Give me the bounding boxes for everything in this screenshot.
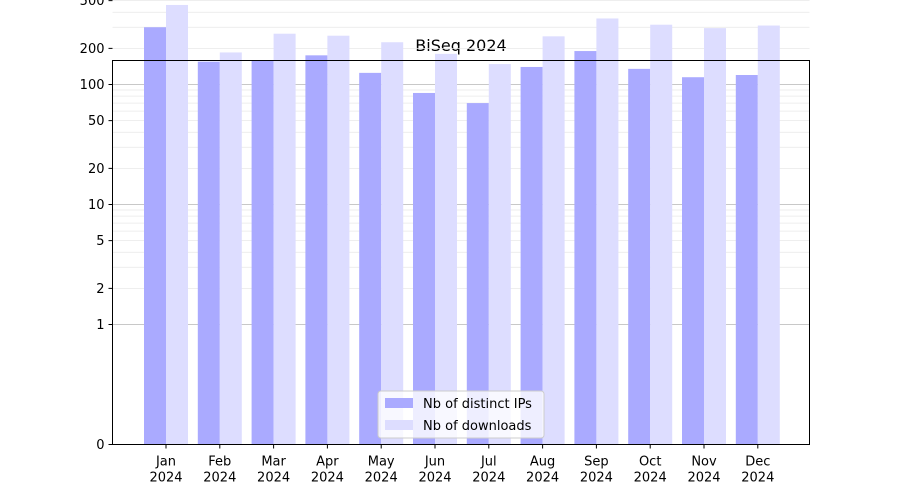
legend-label-ips: Nb of distinct IPs bbox=[423, 397, 532, 412]
legend-swatch-downloads bbox=[385, 420, 413, 430]
legend-label-downloads: Nb of downloads bbox=[423, 419, 532, 434]
plot-frame bbox=[112, 60, 810, 445]
x-tick-label-year: 2024 bbox=[418, 471, 451, 486]
x-tick-label-month: Apr bbox=[316, 455, 339, 470]
bar-distinct-ips bbox=[574, 51, 597, 445]
x-tick-label-month: Feb bbox=[208, 455, 231, 470]
bar-downloads bbox=[273, 33, 296, 445]
bar-downloads bbox=[704, 28, 726, 445]
chart-title: BiSeq 2024 bbox=[415, 36, 506, 55]
x-tick-label-month: Jun bbox=[424, 455, 445, 470]
bar-distinct-ips bbox=[628, 68, 651, 445]
y-tick-label: 100 bbox=[80, 78, 105, 93]
bar-downloads bbox=[435, 53, 457, 445]
legend-box bbox=[377, 390, 545, 439]
bar-distinct-ips bbox=[359, 72, 382, 445]
x-tick-label-year: 2024 bbox=[365, 471, 398, 486]
bar-downloads bbox=[488, 64, 511, 445]
bar-distinct-ips bbox=[251, 60, 274, 445]
bar-distinct-ips bbox=[466, 103, 489, 445]
y-tick-label: 1 bbox=[96, 318, 104, 333]
bar-distinct-ips bbox=[197, 61, 220, 445]
x-tick-label-year: 2024 bbox=[741, 471, 774, 486]
x-axis: Jan2024Feb2024Mar2024Apr2024May2024Jun20… bbox=[149, 444, 774, 486]
bar-downloads bbox=[166, 4, 188, 445]
bar-distinct-ips bbox=[144, 27, 166, 445]
bar-downloads bbox=[381, 42, 404, 445]
y-tick-label: 5 bbox=[96, 234, 104, 249]
x-tick-label-month: Nov bbox=[691, 455, 717, 470]
bar-downloads bbox=[327, 35, 350, 445]
bar-distinct-ips bbox=[520, 66, 543, 445]
x-tick-label-year: 2024 bbox=[472, 471, 505, 486]
y-axis: 01251020501002005001000 bbox=[80, 0, 113, 453]
x-tick-label-month: Oct bbox=[639, 455, 661, 470]
x-tick-label-year: 2024 bbox=[203, 471, 236, 486]
y-tick-label: 200 bbox=[80, 42, 105, 57]
x-tick-label-year: 2024 bbox=[526, 471, 559, 486]
x-tick-label-year: 2024 bbox=[257, 471, 290, 486]
bar-distinct-ips bbox=[735, 74, 758, 445]
y-tick-label: 500 bbox=[80, 0, 105, 9]
x-tick-label-year: 2024 bbox=[687, 471, 720, 486]
legend-swatch-ips bbox=[385, 398, 413, 408]
bar-downloads bbox=[757, 25, 780, 445]
x-tick-label-month: Jul bbox=[480, 455, 497, 470]
bar-downloads bbox=[650, 24, 673, 445]
x-tick-label-month: Mar bbox=[261, 455, 286, 470]
x-tick-label-year: 2024 bbox=[149, 471, 182, 486]
x-tick-label-year: 2024 bbox=[580, 471, 613, 486]
x-tick-label-month: Jan bbox=[155, 455, 176, 470]
bar-downloads bbox=[596, 18, 619, 445]
x-tick-label-month: Sep bbox=[584, 455, 609, 470]
x-tick-label-month: May bbox=[368, 455, 395, 470]
y-tick-label: 10 bbox=[88, 198, 105, 213]
x-tick-label-month: Dec bbox=[745, 455, 770, 470]
bar-downloads bbox=[542, 36, 565, 445]
y-tick-label: 2 bbox=[96, 282, 104, 297]
x-tick-label-year: 2024 bbox=[634, 471, 667, 486]
bar-distinct-ips bbox=[682, 77, 704, 445]
bar-distinct-ips bbox=[305, 55, 328, 445]
x-tick-label-year: 2024 bbox=[311, 471, 344, 486]
y-tick-label: 0 bbox=[96, 438, 104, 453]
y-tick-label: 50 bbox=[88, 114, 105, 129]
bar-distinct-ips bbox=[413, 92, 435, 445]
y-tick-label: 20 bbox=[88, 162, 105, 177]
bar-downloads bbox=[219, 52, 242, 445]
bars bbox=[144, 4, 780, 445]
x-tick-label-month: Aug bbox=[530, 455, 555, 470]
legend: Nb of distinct IPs Nb of downloads bbox=[377, 390, 545, 439]
